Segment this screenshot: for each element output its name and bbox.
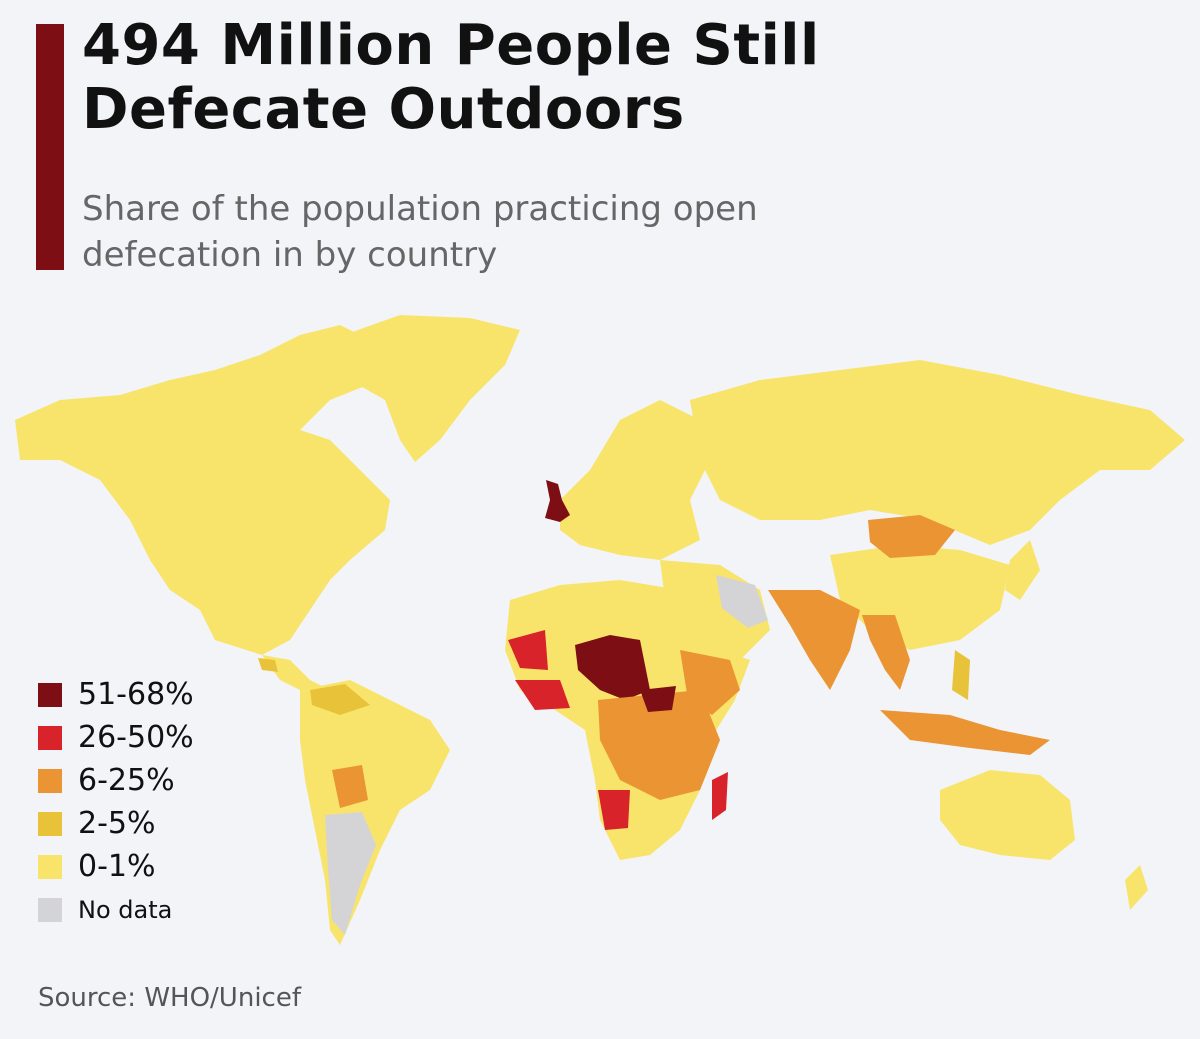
region-north-america [15, 325, 390, 655]
legend-swatch-2-5 [38, 811, 62, 836]
region-japan [1005, 540, 1040, 600]
legend-item: 26-50% [38, 716, 194, 759]
region-south-america [300, 680, 450, 945]
region-philippines [952, 650, 970, 700]
region-se-asia [862, 615, 910, 690]
region-australia [940, 770, 1075, 860]
legend-item: 6-25% [38, 759, 194, 802]
region-central-america-guatemala [258, 658, 278, 672]
region-greenland [330, 315, 520, 462]
region-india [768, 590, 860, 690]
legend-label: 6-25% [78, 763, 175, 798]
region-madagascar [712, 772, 728, 820]
legend-label: 2-5% [78, 806, 156, 841]
region-central-africa [598, 690, 720, 800]
page-title: 494 Million People Still Defecate Outdoo… [82, 13, 820, 142]
region-europe [560, 400, 710, 560]
region-sahel-dark [575, 635, 650, 700]
region-argentina [325, 812, 376, 935]
region-russia [690, 360, 1185, 545]
legend-item: 51-68% [38, 673, 194, 716]
legend-swatch-6-25 [38, 768, 62, 793]
legend-label: No data [78, 895, 173, 924]
source-note: Source: WHO/Unicef [38, 983, 301, 1013]
region-namibia [598, 790, 630, 830]
region-south-sudan [640, 686, 676, 712]
legend-label: 26-50% [78, 720, 194, 755]
region-saudi-arabia [716, 575, 768, 628]
region-mauritania-mali [508, 630, 548, 670]
legend-swatch-26-50 [38, 725, 62, 750]
title-accent-bar [36, 24, 64, 270]
region-uk [545, 480, 570, 522]
region-venezuela [310, 684, 370, 715]
region-west-africa [515, 680, 570, 710]
region-horn-africa [680, 650, 740, 715]
legend-swatch-51-68 [38, 682, 62, 707]
legend-item: 2-5% [38, 802, 194, 845]
legend-label: 0-1% [78, 849, 156, 884]
region-indonesia [880, 710, 1050, 755]
legend-label: 51-68% [78, 677, 194, 712]
world-map [0, 290, 1200, 970]
legend-swatch-no-data [38, 897, 62, 922]
legend-item: 0-1% [38, 845, 194, 888]
region-china [830, 545, 1010, 650]
region-mongolia [868, 515, 955, 558]
page-subtitle: Share of the population practicing open … [82, 189, 758, 275]
legend: 51-68% 26-50% 6-25% 2-5% 0-1% No data [38, 673, 194, 931]
legend-item: No data [38, 888, 194, 931]
legend-swatch-0-1 [38, 854, 62, 879]
region-new-zealand [1125, 865, 1148, 910]
region-bolivia [332, 765, 368, 808]
